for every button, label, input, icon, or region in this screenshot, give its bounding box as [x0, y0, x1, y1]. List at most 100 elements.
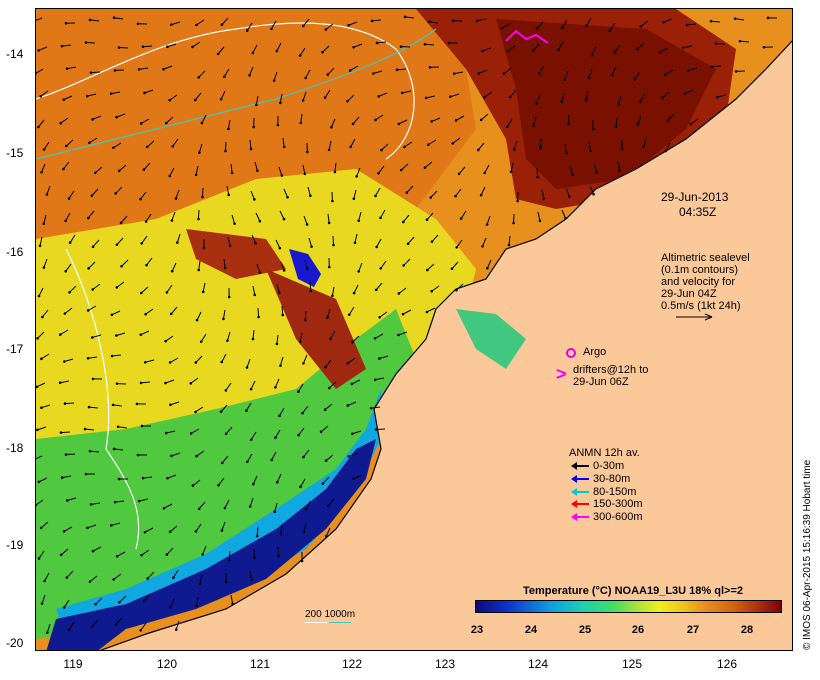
velocity-arrow [196, 450, 205, 457]
velocity-arrow [246, 358, 251, 368]
velocity-arrow-head [481, 49, 484, 53]
velocity-arrow-head [373, 336, 377, 340]
velocity-arrow [90, 19, 100, 22]
velocity-arrow [431, 285, 440, 292]
velocity-arrow-head [255, 534, 259, 538]
velocity-arrow [452, 137, 461, 144]
velocity-arrow-head [86, 356, 90, 360]
velocity-arrow [588, 141, 592, 151]
velocity-arrow [230, 163, 233, 173]
velocity-arrow-head [85, 94, 89, 98]
velocity-arrow-head [664, 149, 668, 153]
velocity-arrow-head [165, 121, 168, 125]
velocity-arrow-head [142, 599, 146, 603]
velocity-arrow-head [352, 477, 356, 480]
velocity-arrow-head [333, 170, 337, 174]
velocity-arrow-head [220, 23, 224, 26]
anmn-legend-row: 0-30m [571, 460, 624, 472]
velocity-arrow-head [88, 141, 91, 145]
velocity-arrow-head [170, 23, 173, 26]
velocity-arrow [300, 113, 303, 123]
velocity-arrow-head [512, 148, 516, 151]
velocity-arrow-head [642, 145, 646, 149]
velocity-arrow [299, 332, 303, 342]
velocity-arrow [400, 163, 409, 171]
velocity-arrow [246, 22, 253, 31]
velocity-arrow [307, 186, 311, 196]
velocity-arrow-head [324, 534, 328, 538]
velocity-arrow [196, 19, 205, 26]
velocity-arrow-head [516, 199, 519, 203]
velocity-arrow-head [255, 103, 258, 107]
velocity-arrow [404, 141, 413, 148]
arrow-icon [571, 500, 589, 508]
velocity-arrow-head [346, 99, 349, 103]
velocity-arrow-head [508, 95, 512, 99]
velocity-arrow [371, 19, 382, 22]
velocity-arrow [371, 406, 381, 409]
anmn-legend-label: 80-150m [593, 486, 637, 498]
velocity-arrow-head [94, 603, 97, 606]
velocity-arrow-head [189, 382, 193, 385]
velocity-arrow-head [402, 220, 405, 224]
velocity-arrow-head [352, 291, 356, 295]
velocity-arrow [226, 185, 230, 195]
velocity-arrow-head [372, 72, 375, 75]
velocity-arrow-head [430, 240, 434, 243]
velocity-arrow-head [36, 385, 39, 389]
velocity-arrow [460, 210, 467, 219]
velocity-arrow [304, 259, 308, 269]
velocity-arrow [194, 92, 202, 101]
velocity-arrow-head [139, 291, 143, 295]
velocity-arrow-head [197, 268, 201, 272]
velocity-arrow [46, 623, 51, 633]
velocity-arrow [276, 473, 282, 483]
velocity-arrow [690, 118, 699, 125]
velocity-arrow-head [378, 357, 381, 360]
velocity-arrow-head [377, 95, 380, 98]
velocity-arrow [60, 380, 70, 384]
velocity-arrow [140, 330, 150, 336]
velocity-arrow-head [245, 366, 249, 369]
velocity-arrow [665, 142, 671, 152]
velocity-arrow [145, 308, 154, 315]
velocity-arrow [36, 382, 46, 388]
arrow-icon [571, 475, 589, 483]
velocity-arrow [330, 118, 336, 128]
velocity-arrow [249, 139, 252, 150]
velocity-arrow-head [613, 51, 617, 54]
velocity-arrow [120, 215, 128, 224]
velocity-arrow-head [351, 340, 354, 344]
velocity-arrow [69, 234, 76, 243]
velocity-arrow-head [227, 295, 231, 299]
velocity-arrow-head [39, 526, 43, 530]
velocity-arrow-head [115, 334, 118, 337]
velocity-arrow-head [227, 127, 230, 131]
velocity-arrow-head [165, 553, 169, 556]
velocity-arrow [380, 260, 387, 269]
velocity-arrow-head [610, 73, 614, 77]
velocity-arrow [89, 575, 98, 583]
velocity-arrow-head [42, 266, 46, 269]
velocity-arrow-head [141, 476, 145, 480]
velocity-arrow-head [402, 264, 405, 267]
velocity-arrow-head [137, 499, 141, 503]
velocity-arrow-head [113, 500, 117, 504]
velocity-arrow [221, 455, 229, 464]
velocity-arrow-head [195, 454, 198, 458]
sst-map[interactable] [35, 8, 793, 651]
velocity-arrow-head [257, 315, 260, 319]
velocity-arrow [63, 161, 70, 170]
velocity-arrow-head [198, 151, 201, 154]
velocity-arrow-head [349, 145, 352, 149]
velocity-arrow [283, 188, 289, 198]
velocity-arrow [450, 93, 460, 98]
velocity-arrow [60, 431, 71, 434]
velocity-arrow [352, 116, 360, 125]
velocity-arrow-head [304, 76, 307, 80]
velocity-arrow [298, 427, 305, 436]
velocity-arrow [91, 502, 101, 505]
velocity-arrow-head [144, 220, 148, 223]
velocity-arrow-head [88, 18, 92, 22]
velocity-arrow [44, 572, 50, 582]
